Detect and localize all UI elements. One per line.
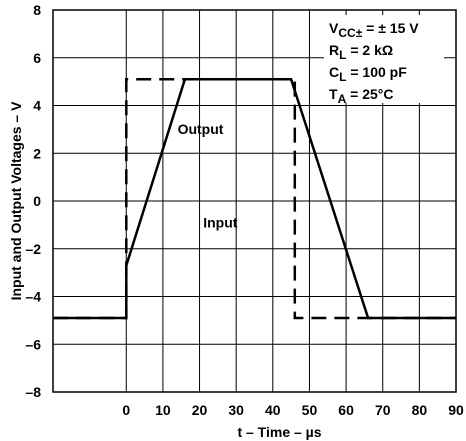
condition-vcc-sub: CC bbox=[338, 26, 356, 40]
y-tick-label-7: –6 bbox=[25, 336, 41, 352]
x-tick-label-2: 20 bbox=[192, 402, 208, 418]
condition-vcc-supsub: ± bbox=[356, 26, 363, 40]
y-tick-label-3: 2 bbox=[33, 145, 41, 161]
condition-cl-main: C bbox=[329, 64, 339, 80]
condition-cl: CL = 100 pF bbox=[329, 64, 407, 84]
condition-rl: RL = 2 kΩ bbox=[329, 42, 393, 62]
y-tick-label-6: –4 bbox=[25, 289, 41, 305]
x-tick-label-1: 10 bbox=[155, 402, 171, 418]
condition-ta-sub: A bbox=[338, 92, 347, 106]
x-tick-label-0: 0 bbox=[122, 402, 130, 418]
condition-vcc-rest: = ± 15 V bbox=[362, 20, 419, 36]
annotation-input: Input bbox=[203, 214, 238, 230]
series-output-line bbox=[53, 77, 456, 320]
x-tick-label-6: 60 bbox=[338, 402, 354, 418]
y-tick-labels: 8 6 4 2 0 –2 –4 –6 –8 bbox=[25, 2, 41, 400]
condition-ta-rest: = 25°C bbox=[346, 86, 393, 102]
condition-ta-main: T bbox=[329, 86, 338, 102]
annotation-output: Output bbox=[178, 121, 224, 137]
condition-cl-rest: = 100 pF bbox=[346, 64, 407, 80]
y-tick-label-4: 0 bbox=[33, 193, 41, 209]
condition-vcc: VCC± = ± 15 V bbox=[329, 20, 419, 40]
x-tick-label-8: 80 bbox=[412, 402, 428, 418]
conditions-background bbox=[324, 15, 444, 103]
condition-rl-sub: L bbox=[339, 48, 346, 62]
series-layer bbox=[53, 77, 456, 320]
plot-frame bbox=[52, 9, 457, 393]
series-input-line bbox=[53, 77, 456, 320]
y-tick-label-1: 6 bbox=[33, 50, 41, 66]
x-tick-label-5: 50 bbox=[302, 402, 318, 418]
condition-cl-sub: L bbox=[339, 70, 346, 84]
y-axis-label: Input and Output Voltages – V bbox=[8, 101, 24, 301]
x-tick-label-9: 90 bbox=[448, 402, 464, 418]
condition-ta: TA = 25°C bbox=[329, 86, 393, 106]
y-tick-label-0: 8 bbox=[33, 2, 41, 18]
x-tick-label-3: 30 bbox=[228, 402, 244, 418]
y-tick-label-2: 4 bbox=[33, 98, 41, 114]
x-tick-label-7: 70 bbox=[375, 402, 391, 418]
condition-rl-main: R bbox=[329, 42, 339, 58]
test-conditions: VCC± = ± 15 V RL = 2 kΩ CL = 100 pF TA =… bbox=[324, 15, 444, 106]
x-tick-labels: 0 10 20 30 40 50 60 70 80 90 bbox=[122, 402, 464, 418]
x-axis-label: t – Time – µs bbox=[237, 424, 321, 440]
y-tick-label-8: –8 bbox=[25, 384, 41, 400]
condition-vcc-main: V bbox=[329, 20, 339, 36]
x-tick-label-4: 40 bbox=[265, 402, 281, 418]
y-tick-label-5: –2 bbox=[25, 241, 41, 257]
condition-rl-rest: = 2 kΩ bbox=[346, 42, 393, 58]
